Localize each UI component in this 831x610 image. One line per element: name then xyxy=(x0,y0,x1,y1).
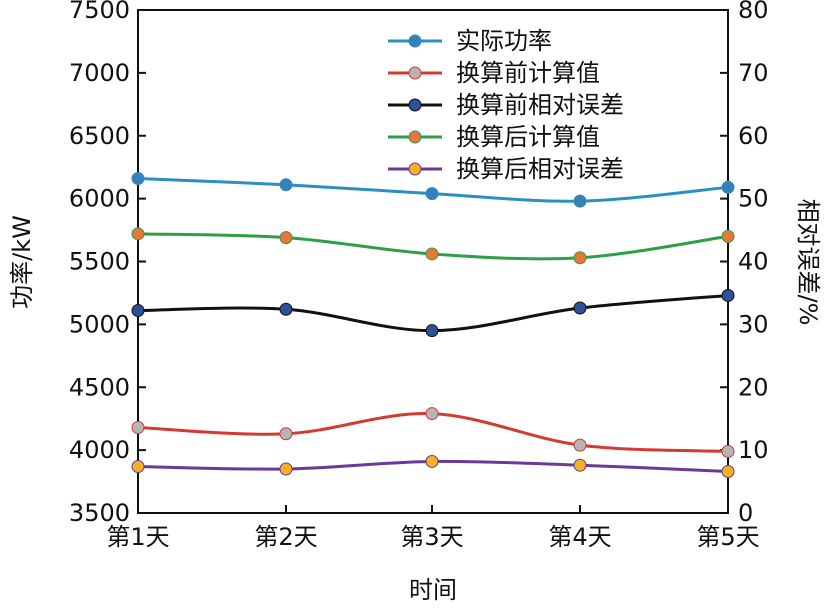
data-point xyxy=(131,304,145,318)
x-tick-label: 第5天 xyxy=(696,523,759,551)
data-point xyxy=(131,172,145,186)
data-point xyxy=(425,407,439,421)
data-point xyxy=(279,231,293,245)
data-point xyxy=(573,194,587,208)
legend-item: 换算前相对误差 xyxy=(388,91,624,119)
y-right-tick-label: 30 xyxy=(738,310,769,338)
legend-item: 换算后相对误差 xyxy=(388,155,624,183)
legend-item: 换算前计算值 xyxy=(388,59,600,87)
data-point xyxy=(573,301,587,315)
y-left-tick-label: 3500 xyxy=(69,499,130,527)
data-point xyxy=(721,180,735,194)
x-tick-label: 第3天 xyxy=(400,523,463,551)
y-axis-right-label: 相对误差/% xyxy=(794,199,822,326)
legend-marker xyxy=(408,66,422,80)
x-axis-label: 时间 xyxy=(409,576,457,604)
y-axis-left-label: 功率/kW xyxy=(8,215,36,309)
data-point xyxy=(721,229,735,243)
data-point xyxy=(279,178,293,192)
data-point xyxy=(279,427,293,441)
legend-label: 换算前计算值 xyxy=(456,59,600,87)
x-tick-label: 第4天 xyxy=(548,523,611,551)
y-left-tick-label: 7000 xyxy=(69,59,130,87)
legend-label: 实际功率 xyxy=(456,27,552,55)
x-tick-label: 第2天 xyxy=(254,523,317,551)
series-5 xyxy=(131,454,735,479)
data-point xyxy=(279,462,293,476)
legend-marker xyxy=(408,162,422,176)
y-axis-right: 0 10 20 30 40 50 60 70 80 xyxy=(720,0,769,527)
y-left-tick-label: 4500 xyxy=(69,373,130,401)
y-left-tick-label: 6500 xyxy=(69,122,130,150)
data-point xyxy=(425,187,439,201)
series-group xyxy=(131,172,735,479)
series-2 xyxy=(131,407,735,458)
y-left-tick-label: 4000 xyxy=(69,436,130,464)
legend-marker xyxy=(408,34,422,48)
y-right-tick-label: 60 xyxy=(738,122,769,150)
series-4 xyxy=(131,227,735,265)
data-point xyxy=(131,227,145,241)
data-point xyxy=(573,438,587,452)
data-point xyxy=(131,420,145,434)
y-right-tick-label: 10 xyxy=(738,436,769,464)
series-1 xyxy=(131,172,735,208)
y-right-tick-label: 0 xyxy=(738,499,753,527)
y-left-tick-label: 6000 xyxy=(69,185,130,213)
y-right-tick-label: 80 xyxy=(738,0,769,24)
legend-label: 换算前相对误差 xyxy=(456,91,624,119)
data-point xyxy=(425,454,439,468)
legend-item: 实际功率 xyxy=(388,27,552,55)
legend-label: 换算后计算值 xyxy=(456,123,600,151)
y-left-tick-label: 5500 xyxy=(69,248,130,276)
y-left-tick-label: 7500 xyxy=(69,0,130,24)
y-right-tick-label: 70 xyxy=(738,59,769,87)
data-point xyxy=(721,465,735,479)
y-right-tick-label: 50 xyxy=(738,185,769,213)
y-left-tick-label: 5000 xyxy=(69,310,130,338)
y-right-tick-label: 40 xyxy=(738,248,769,276)
plot-frame xyxy=(137,9,729,514)
x-axis: 第1天 第2天 第3天 第4天 第5天 xyxy=(106,505,760,551)
legend-marker xyxy=(408,130,422,144)
y-right-tick-label: 20 xyxy=(738,373,769,401)
data-point xyxy=(425,324,439,338)
legend-item: 换算后计算值 xyxy=(388,123,600,151)
data-point xyxy=(425,247,439,261)
data-point xyxy=(573,458,587,472)
data-point xyxy=(279,302,293,316)
data-point xyxy=(573,251,587,265)
data-point xyxy=(721,288,735,302)
data-point xyxy=(131,459,145,473)
data-point xyxy=(721,444,735,458)
y-axis-left: 3500 4000 4500 5000 5500 6000 6500 7000 7500 xyxy=(69,0,146,527)
x-tick-label: 第1天 xyxy=(106,523,169,551)
legend-marker xyxy=(408,98,422,112)
series-3 xyxy=(131,288,735,338)
legend-label: 换算后相对误差 xyxy=(456,155,624,183)
